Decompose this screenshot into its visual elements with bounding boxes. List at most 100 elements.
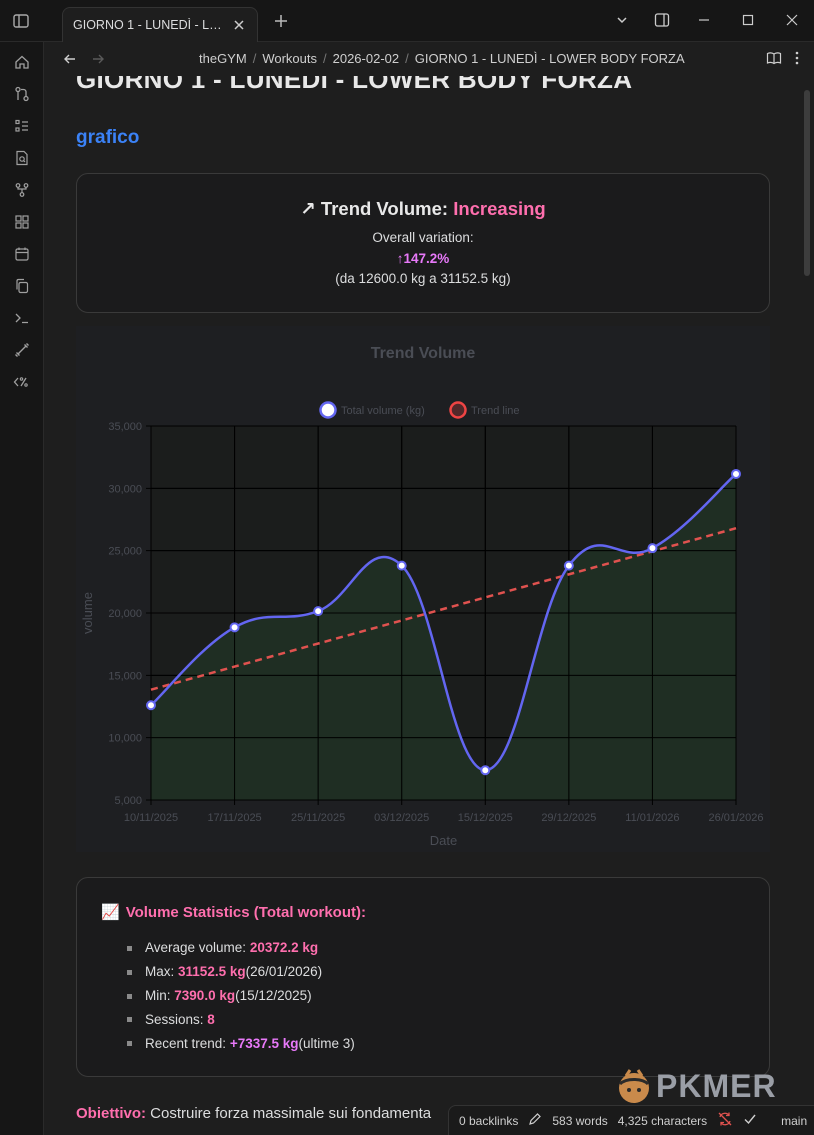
y-tick-label: 35,000 <box>108 421 142 433</box>
objective-line: Obiettivo: Costruire forza massimale sui… <box>76 1105 431 1122</box>
list-checks-icon[interactable] <box>11 115 33 137</box>
edit-pencil-icon[interactable] <box>528 1112 542 1129</box>
backlinks-count[interactable]: 0 backlinks <box>459 1113 519 1128</box>
trend-card: ↗ Trend Volume: Increasing Overall varia… <box>76 173 770 313</box>
stats-list: Average volume: 20372.2 kg Max: 31152.5 … <box>127 936 355 1055</box>
section-link-grafico[interactable]: grafico <box>76 127 140 148</box>
data-point <box>731 468 741 479</box>
git-compare-icon[interactable] <box>11 83 33 105</box>
reading-view-icon[interactable] <box>766 50 782 71</box>
y-tick-label: 15,000 <box>108 670 142 682</box>
legend-label: Trend line <box>471 405 520 417</box>
data-point <box>313 606 324 617</box>
window-controls <box>602 0 814 40</box>
breadcrumb-vault[interactable]: theGYM <box>199 51 247 66</box>
templater-icon[interactable] <box>11 371 33 393</box>
back-arrow-icon[interactable] <box>60 50 80 68</box>
variation-range: (da 12600.0 kg a 31152.5 kg) <box>335 271 511 286</box>
data-point <box>146 700 156 711</box>
status-bar: 0 backlinks 583 words 4,325 characters m… <box>448 1105 814 1135</box>
x-tick-label: 10/11/2025 <box>124 812 178 824</box>
chart-svg: Trend Volume Total volume (kg) Trend line 5… <box>80 345 764 848</box>
watermark-text: PKMER <box>656 1067 777 1104</box>
x-tick-label: 29/12/2025 <box>541 812 596 824</box>
volume-line <box>150 473 737 772</box>
more-options-icon[interactable] <box>794 50 800 71</box>
stat-label: Sessions: <box>145 1011 204 1027</box>
forward-arrow-icon[interactable] <box>88 50 108 68</box>
left-ribbon <box>0 42 44 1135</box>
breadcrumb-note[interactable]: GIORNO 1 - LUNEDÌ - LOWER BODY FORZA <box>414 51 685 66</box>
stat-label: Max: <box>145 964 175 980</box>
breadcrumb-folder[interactable]: Workouts <box>262 51 317 66</box>
sync-off-icon[interactable] <box>717 1111 733 1130</box>
stat-suffix: (26/01/2026) <box>245 964 323 980</box>
y-axis-label: volume <box>80 592 95 634</box>
y-tick-label: 25,000 <box>108 546 142 558</box>
breadcrumb-separator: / <box>405 51 409 66</box>
objective-text: Costruire forza massimale sui fondamenta <box>146 1105 432 1122</box>
trend-line <box>150 527 737 691</box>
word-count: 583 words <box>552 1113 608 1128</box>
trend-title: ↗ Trend Volume: Increasing <box>77 198 769 220</box>
y-tick-label: 30,000 <box>108 483 142 495</box>
volume-area-fill <box>151 473 736 800</box>
calendar-icon[interactable] <box>11 243 33 265</box>
data-point <box>563 560 574 571</box>
layout-grid-icon[interactable] <box>11 211 33 233</box>
data-point <box>480 765 491 776</box>
stat-value: 8 <box>207 1011 215 1027</box>
breadcrumb-separator: / <box>322 51 327 66</box>
x-tick-label: 11/01/2026 <box>625 812 679 824</box>
variation-label: Overall variation: <box>372 230 474 245</box>
dumbbell-icon[interactable] <box>11 339 33 361</box>
trend-label: Trend Volume: <box>320 198 449 219</box>
stat-suffix: (ultime 3) <box>298 1035 355 1051</box>
x-tick-label: 26/01/2026 <box>708 812 763 824</box>
git-branch-name[interactable]: main <box>781 1113 808 1128</box>
x-tick-label: 25/11/2025 <box>291 812 345 824</box>
breadcrumb-subfolder[interactable]: 2026-02-02 <box>332 51 400 66</box>
chart-title: Trend Volume <box>371 345 476 362</box>
x-tick-label: 03/12/2025 <box>374 812 429 824</box>
tab-active-note[interactable]: GIORNO 1 - LUNEDÌ - LO... <box>62 7 258 42</box>
window-close-icon[interactable] <box>770 0 814 40</box>
stats-card: 📈 Volume Statistics (Total workout): Ave… <box>76 877 770 1077</box>
scrollbar-thumb[interactable] <box>804 90 810 276</box>
legend-marker <box>449 401 467 419</box>
chevron-down-icon[interactable] <box>602 0 642 40</box>
legend-label: Total volume (kg) <box>341 405 425 417</box>
terminal-icon[interactable] <box>11 307 33 329</box>
stat-value: 7390.0 kg <box>174 987 236 1003</box>
trend-arrow-icon: ↗ <box>300 198 316 219</box>
copy-icon[interactable] <box>11 275 33 297</box>
x-axis-label: Date <box>430 833 457 848</box>
note-content: GIORNO 1 - LUNEDÌ - LOWER BODY FORZA gra… <box>45 76 805 1135</box>
breadcrumb-separator: / <box>252 51 257 66</box>
maximize-icon[interactable] <box>726 0 770 40</box>
check-icon[interactable] <box>743 1112 757 1129</box>
note-heading: GIORNO 1 - LUNEDÌ - LOWER BODY FORZA <box>76 76 633 94</box>
sidebar-toggle-icon[interactable] <box>10 10 32 32</box>
volume-chart: Trend Volume Total volume (kg) Trend line 5… <box>76 326 770 852</box>
close-icon[interactable] <box>231 17 247 33</box>
new-tab-icon[interactable] <box>270 10 292 32</box>
home-icon[interactable] <box>11 51 33 73</box>
stat-average: Average volume: 20372.2 kg <box>127 936 355 960</box>
stat-recent-trend: Recent trend: +7337.5 kg (ultime 3) <box>127 1031 355 1055</box>
data-point <box>647 543 658 554</box>
stats-title: 📈 Volume Statistics (Total workout): <box>101 903 366 922</box>
git-fork-icon[interactable] <box>11 179 33 201</box>
variation-percent: ↑147.2% <box>396 251 450 266</box>
data-point <box>396 560 407 571</box>
stat-label: Recent trend: <box>145 1035 227 1051</box>
stat-max: Max: 31152.5 kg (26/01/2026) <box>127 960 355 984</box>
chart-increasing-icon: 📈 <box>101 904 120 921</box>
minimize-icon[interactable] <box>682 0 726 40</box>
view-header: theGYM / Workouts / 2026-02-02 / GIORNO … <box>45 42 814 76</box>
split-view-icon[interactable] <box>642 0 682 40</box>
stat-value: +7337.5 kg <box>229 1035 299 1051</box>
view-actions <box>766 50 800 71</box>
file-search-icon[interactable] <box>11 147 33 169</box>
